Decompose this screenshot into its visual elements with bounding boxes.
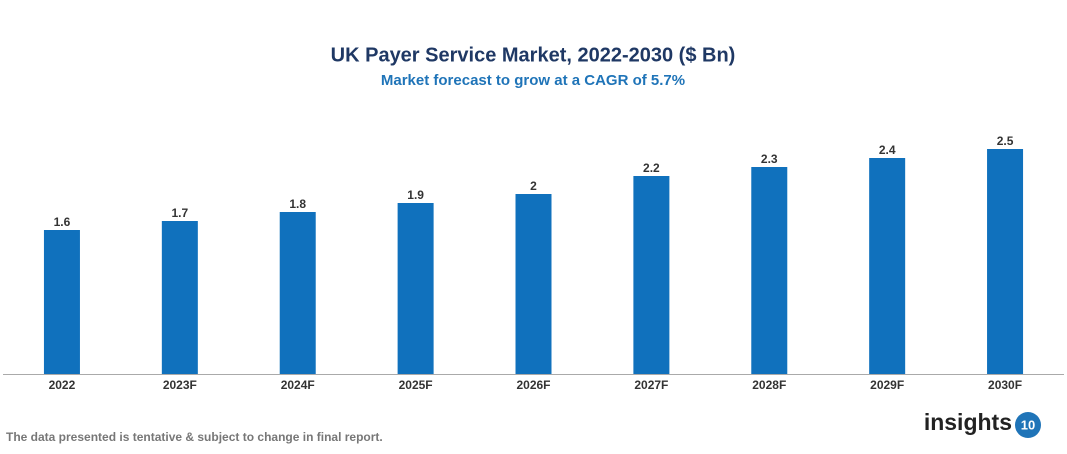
bar [987,149,1024,374]
value-label: 1.6 [54,215,71,229]
brand-badge [1015,412,1041,438]
bar [751,167,788,374]
bar [161,221,198,374]
x-tick-label: 2023F [163,378,197,392]
x-tick-label: 2030F [988,378,1022,392]
value-label: 2.3 [761,152,778,166]
bar [869,158,906,374]
chart-title: UK Payer Service Market, 2022-2030 ($ Bn… [331,44,736,66]
value-label: 1.9 [407,188,424,202]
x-tick-label: 2025F [399,378,433,392]
value-label: 2.2 [643,161,660,175]
x-tick-label: 2026F [516,378,550,392]
value-label: 1.7 [171,206,188,220]
value-label: 2 [530,179,537,193]
x-tick-label: 2027F [634,378,668,392]
value-label: 2.4 [879,143,896,157]
bar [397,203,434,374]
bar [633,176,670,374]
x-tick-label: 2024F [281,378,315,392]
brand-logo: insights [924,409,1012,435]
x-tick-label: 2029F [870,378,904,392]
bar [43,230,80,374]
value-label: 2.5 [997,134,1014,148]
value-label: 1.8 [289,197,306,211]
bar [515,194,552,374]
footnote: The data presented is tentative & subjec… [6,430,383,444]
x-tick-label: 2022 [49,378,76,392]
chart-subtitle: Market forecast to grow at a CAGR of 5.7… [381,72,685,89]
brand-number: 10 [1021,417,1035,432]
x-tick-label: 2028F [752,378,786,392]
bar [279,212,316,374]
